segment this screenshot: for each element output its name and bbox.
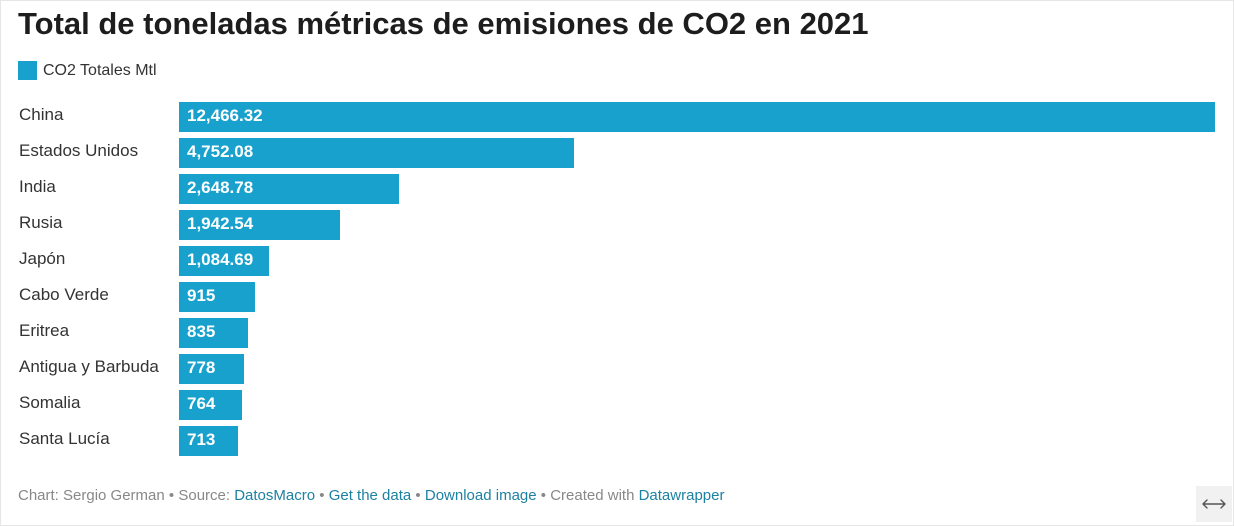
data-label: 764 [187, 394, 216, 413]
data-label: 915 [187, 286, 216, 305]
bar [179, 138, 574, 168]
legend-swatch [18, 61, 37, 80]
footer-separator: • [415, 487, 421, 504]
bar-row: China 12,466.32 [0, 100, 1234, 136]
footer-separator: • [168, 487, 175, 504]
category-label: Eritrea [19, 321, 70, 340]
category-label: India [19, 177, 56, 196]
category-label: Estados Unidos [19, 141, 139, 160]
chart-credit: Chart: Sergio German [18, 487, 165, 504]
created-with-label: Created with [550, 487, 635, 504]
data-label: 835 [187, 322, 216, 341]
chart-title: Total de toneladas métricas de emisiones… [18, 6, 869, 41]
get-data-link[interactable]: Get the data [328, 487, 412, 504]
bar-row: Estados Unidos 4,752.08 [0, 136, 1234, 172]
horizontal-resize-icon [1202, 499, 1226, 509]
bar-row: Rusia 1,942.54 [0, 208, 1234, 244]
bar [179, 102, 1215, 132]
source-label: Source: [178, 487, 231, 504]
bar [179, 354, 244, 384]
expand-button[interactable] [1196, 486, 1232, 522]
legend: CO2 Totales Mtl [18, 61, 157, 80]
bar [179, 246, 269, 276]
category-label: Rusia [19, 213, 63, 232]
data-label: 12,466.32 [187, 106, 263, 125]
category-label: Somalia [19, 393, 81, 412]
data-label: 1,942.54 [187, 214, 254, 233]
category-label: Santa Lucía [19, 429, 110, 448]
bar-row: Japón 1,084.69 [0, 244, 1234, 280]
data-label: 4,752.08 [187, 142, 254, 161]
bar-chart: China 12,466.32 Estados Unidos 4,752.08 Indi… [0, 100, 1234, 462]
data-label: 713 [187, 430, 216, 449]
data-label: 1,084.69 [187, 250, 254, 269]
category-label: Cabo Verde [19, 285, 109, 304]
category-label: Japón [19, 249, 66, 268]
download-image-link[interactable]: Download image [424, 487, 537, 504]
source-link[interactable]: DatosMacro [234, 487, 316, 504]
legend-label: CO2 Totales Mtl [43, 61, 157, 79]
category-label: China [19, 105, 64, 124]
bar [179, 390, 242, 420]
bar [179, 426, 238, 456]
bar-row: Santa Lucía 713 [0, 424, 1234, 460]
footer-separator: • [319, 487, 325, 504]
bar [179, 318, 248, 348]
bar-row: India 2,648.78 [0, 172, 1234, 208]
footer: Chart: Sergio German • Source: DatosMacr… [18, 487, 724, 504]
bar [179, 210, 340, 240]
bar-row: Somalia 764 [0, 388, 1234, 424]
bar-row: Eritrea 835 [0, 316, 1234, 352]
data-label: 778 [187, 358, 216, 377]
bar [179, 282, 255, 312]
datawrapper-link[interactable]: Datawrapper [638, 487, 725, 504]
footer-separator: • [540, 487, 547, 504]
data-label: 2,648.78 [187, 178, 254, 197]
bar [179, 174, 399, 204]
bar-row: Antigua y Barbuda 778 [0, 352, 1234, 388]
category-label: Antigua y Barbuda [19, 357, 159, 376]
bar-row: Cabo Verde 915 [0, 280, 1234, 316]
